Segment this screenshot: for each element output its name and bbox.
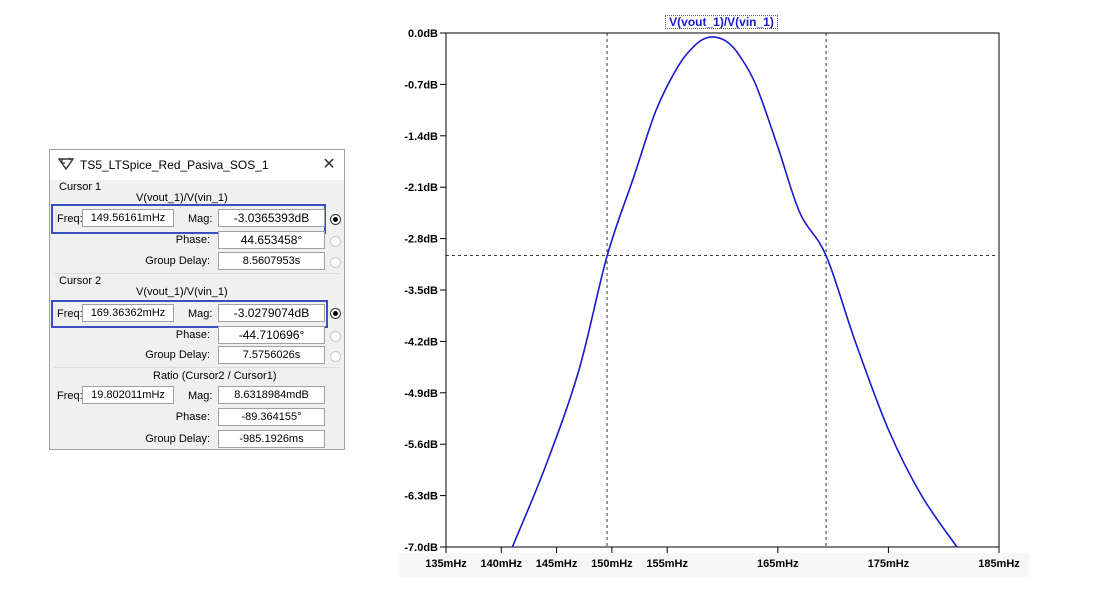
x-tick-label: 155mHz xyxy=(646,558,688,570)
x-axis: 135mHz 140mHz 145mHz 150mHz 155mHz 165mHz 175m… xyxy=(425,547,1020,570)
cursor1-freq-field[interactable]: 149.56161mHz xyxy=(82,209,174,227)
cursor2-gd-field[interactable]: 7.5756026s xyxy=(218,346,325,364)
x-tick-label: 145mHz xyxy=(536,558,578,570)
ltspice-icon xyxy=(58,157,74,171)
cursor1-header: Cursor 1 xyxy=(59,181,102,193)
ratio-header: Ratio (Cursor2 / Cursor1) xyxy=(153,370,277,382)
ratio-mag-label: Mag: xyxy=(188,390,213,402)
x-tick-label: 150mHz xyxy=(591,558,633,570)
cursor2-highlight xyxy=(51,300,328,328)
cursor2-expression: V(vout_1)/V(vin_1) xyxy=(136,286,228,298)
cursor1-mag-field[interactable]: -3.0365393dB xyxy=(218,209,325,227)
y-tick-label: -6.3dB xyxy=(404,491,438,503)
cursor2-freq-field[interactable]: 169.36362mHz xyxy=(82,304,174,322)
cursor1-gd-field[interactable]: 8.5607953s xyxy=(218,252,325,270)
y-tick-label: -3.5dB xyxy=(404,285,438,297)
ratio-gd-field[interactable]: -985.1926ms xyxy=(218,430,325,448)
cursor2-mag-field[interactable]: -3.0279074dB xyxy=(218,304,325,322)
cursor-dialog: TS5_LTSpice_Red_Pasiva_SOS_1 ✕ Cursor 1 … xyxy=(49,149,345,450)
y-tick-label: -7.0dB xyxy=(404,542,438,554)
y-tick-label: -2.1dB xyxy=(404,182,438,194)
ratio-phase-field[interactable]: -89.364155° xyxy=(218,408,325,426)
close-icon[interactable]: ✕ xyxy=(322,156,336,173)
x-tick-label: 165mHz xyxy=(757,558,799,570)
cursor2-phase-field[interactable]: -44.710696° xyxy=(218,326,325,344)
cursor2-gd-label: Group Delay: xyxy=(145,349,210,361)
cursor1-phase-radio[interactable] xyxy=(330,236,341,247)
cursor2-mag-radio[interactable] xyxy=(330,308,341,319)
x-tick-label: 185mHz xyxy=(978,558,1020,570)
cursor2-gd-radio[interactable] xyxy=(330,351,341,362)
cursor2-freq-label: Freq: xyxy=(57,308,83,320)
ratio-phase-label: Phase: xyxy=(175,411,210,423)
ratio-freq-field[interactable]: 19.802011mHz xyxy=(82,386,174,404)
trace-title[interactable]: V(vout_1)/V(vin_1) xyxy=(665,15,778,29)
y-tick-label: -4.9dB xyxy=(404,388,438,400)
cursor1-mag-label: Mag: xyxy=(188,213,213,225)
ratio-gd-label: Group Delay: xyxy=(145,433,210,445)
y-tick-label: -1.4dB xyxy=(404,131,438,143)
cursor1-highlight xyxy=(51,204,326,234)
cursor1-mag-radio[interactable] xyxy=(330,214,341,225)
ratio-freq-label: Freq: xyxy=(57,390,83,402)
cursor1-expression: V(vout_1)/V(vin_1) xyxy=(136,192,228,204)
plot-area[interactable] xyxy=(445,32,1000,548)
separator xyxy=(54,367,340,368)
separator xyxy=(54,273,340,274)
cursor1-phase-field[interactable]: 44.653458° xyxy=(218,231,325,249)
y-tick-label: 0.0dB xyxy=(408,28,438,40)
cursor2-phase-label: Phase: xyxy=(175,329,210,341)
cursor2-mag-label: Mag: xyxy=(188,308,213,320)
x-tick-label: 135mHz xyxy=(425,558,467,570)
cursor1-gd-label: Group Delay: xyxy=(145,255,210,267)
x-tick-label: 175mHz xyxy=(868,558,910,570)
cursor2-phase-radio[interactable] xyxy=(330,331,341,342)
cursor2-header: Cursor 2 xyxy=(59,275,102,287)
cursor-lines[interactable] xyxy=(446,33,995,547)
y-tick-label: -0.7dB xyxy=(404,79,438,91)
y-axis: 0.0dB -0.7dB -1.4dB -2.1dB -2.8dB -3.5dB -4.2d… xyxy=(404,28,446,554)
cursor1-gd-radio[interactable] xyxy=(330,257,341,268)
magnitude-trace xyxy=(511,36,958,548)
y-tick-label: -4.2dB xyxy=(404,336,438,348)
ratio-mag-field[interactable]: 8.6318984mdB xyxy=(218,386,325,404)
dialog-title: TS5_LTSpice_Red_Pasiva_SOS_1 xyxy=(80,158,269,172)
y-tick-label: -2.8dB xyxy=(404,234,438,246)
cursor1-freq-label: Freq: xyxy=(57,213,83,225)
x-axis-band xyxy=(399,553,1029,577)
y-tick-label: -5.6dB xyxy=(404,439,438,451)
cursor1-phase-label: Phase: xyxy=(175,234,210,246)
x-tick-label: 140mHz xyxy=(481,558,523,570)
dialog-titlebar[interactable]: TS5_LTSpice_Red_Pasiva_SOS_1 ✕ xyxy=(50,150,344,180)
